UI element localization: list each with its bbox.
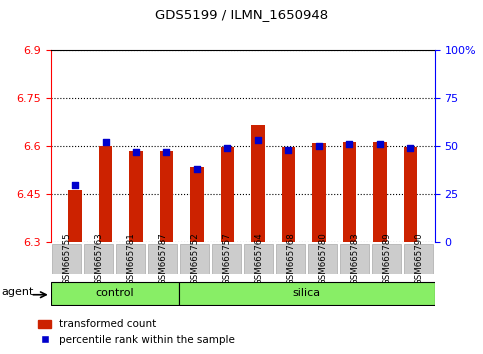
Bar xyxy=(282,147,295,242)
Point xyxy=(254,137,262,143)
Point xyxy=(101,139,109,145)
Text: agent: agent xyxy=(1,287,33,297)
Bar xyxy=(308,244,337,274)
Bar xyxy=(404,244,433,274)
Text: GSM665783: GSM665783 xyxy=(350,232,359,285)
Bar xyxy=(148,244,177,274)
Point xyxy=(132,149,140,155)
Bar xyxy=(51,282,179,305)
Point xyxy=(163,149,170,155)
Point xyxy=(345,141,353,147)
Text: GSM665780: GSM665780 xyxy=(318,232,327,285)
Bar xyxy=(99,146,113,242)
Text: silica: silica xyxy=(293,289,321,298)
Text: GSM665752: GSM665752 xyxy=(190,232,199,285)
Bar xyxy=(244,244,273,274)
Bar xyxy=(116,244,145,274)
Point xyxy=(376,141,384,147)
Bar xyxy=(251,125,265,242)
Bar xyxy=(372,244,401,274)
Bar xyxy=(52,244,81,274)
Bar xyxy=(179,282,435,305)
Text: GSM665787: GSM665787 xyxy=(158,232,167,285)
Text: GSM665790: GSM665790 xyxy=(414,233,423,285)
Text: GSM665768: GSM665768 xyxy=(286,232,295,285)
Text: GSM665764: GSM665764 xyxy=(254,232,263,285)
Text: GSM665763: GSM665763 xyxy=(94,232,103,285)
Bar xyxy=(180,244,209,274)
Text: GSM665757: GSM665757 xyxy=(222,232,231,285)
Bar xyxy=(85,244,113,274)
Bar xyxy=(159,151,173,242)
Bar xyxy=(190,167,204,242)
Text: control: control xyxy=(96,289,134,298)
Text: GSM665789: GSM665789 xyxy=(382,233,391,285)
Bar xyxy=(68,190,82,242)
Bar xyxy=(373,142,387,242)
Text: GSM665781: GSM665781 xyxy=(126,232,135,285)
Text: GSM665755: GSM665755 xyxy=(62,232,71,285)
Legend: transformed count, percentile rank within the sample: transformed count, percentile rank withi… xyxy=(34,315,239,349)
Bar xyxy=(221,147,234,242)
Bar xyxy=(276,244,305,274)
Point xyxy=(224,145,231,151)
Point xyxy=(407,145,414,151)
Bar xyxy=(312,143,326,242)
Bar xyxy=(129,151,143,242)
Bar xyxy=(213,244,241,274)
Point xyxy=(71,182,79,187)
Point xyxy=(193,166,201,172)
Point xyxy=(284,147,292,153)
Bar xyxy=(342,142,356,242)
Bar xyxy=(403,147,417,242)
Point xyxy=(315,143,323,149)
Bar xyxy=(341,244,369,274)
Text: GDS5199 / ILMN_1650948: GDS5199 / ILMN_1650948 xyxy=(155,8,328,21)
